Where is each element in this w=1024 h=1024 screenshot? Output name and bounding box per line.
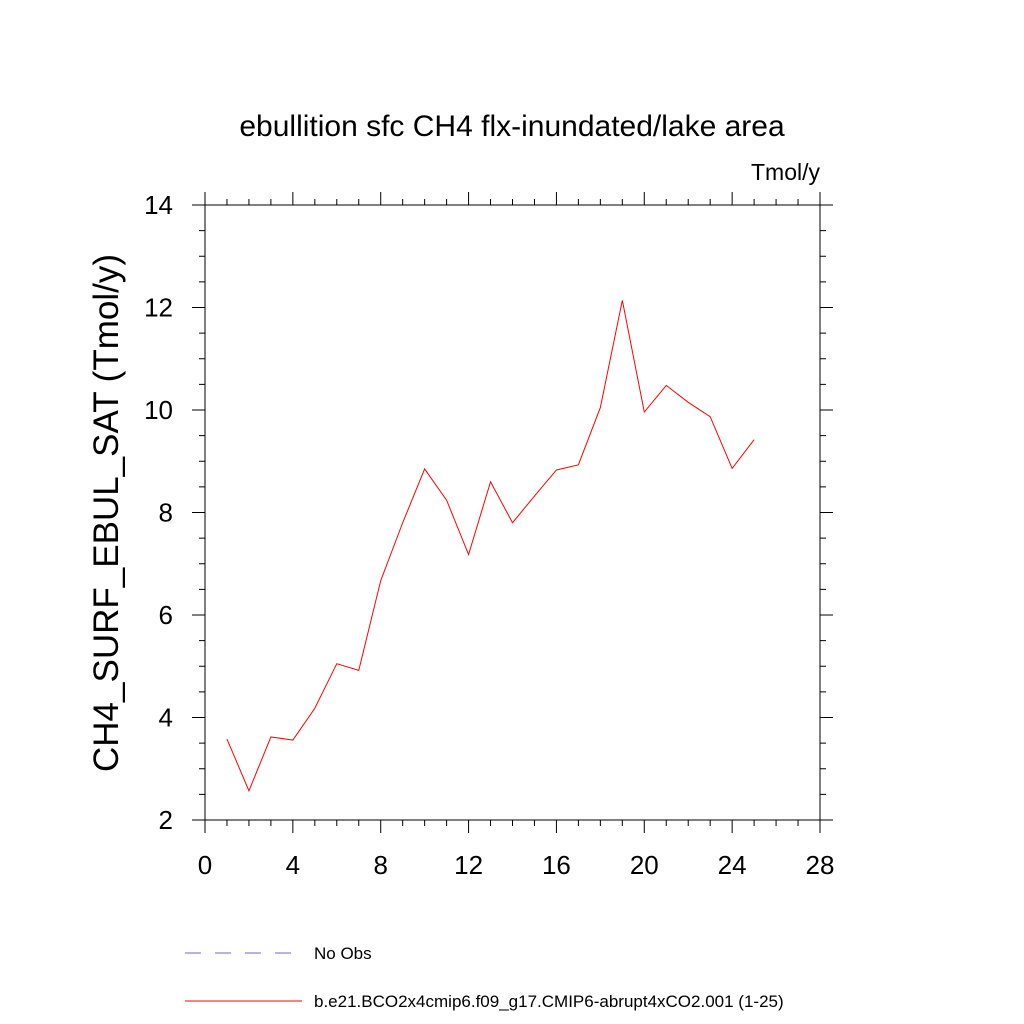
series-point <box>578 464 579 465</box>
legend-label-no-obs: No Obs <box>314 944 372 963</box>
series-point <box>644 412 645 413</box>
chart-title: ebullition sfc CH4 flx-inundated/lake ar… <box>239 110 785 143</box>
x-tick-label: 24 <box>718 850 747 880</box>
series-point <box>270 736 271 737</box>
series-point <box>534 496 535 497</box>
series-point <box>556 469 557 470</box>
series-point <box>424 468 425 469</box>
y-tick-label: 12 <box>144 293 173 323</box>
series-point <box>710 416 711 417</box>
series-point <box>468 554 469 555</box>
series-point <box>622 300 623 301</box>
series-point <box>512 522 513 523</box>
series-point <box>380 580 381 581</box>
y-tick-label: 2 <box>159 805 173 835</box>
minor-ticks <box>199 199 826 826</box>
y-axis-label: CH4_SURF_EBUL_SAT (Tmol/y) <box>87 254 126 772</box>
series-layer <box>226 300 755 793</box>
y-tick-label: 8 <box>159 498 173 528</box>
x-tick-label: 4 <box>286 850 300 880</box>
x-tick-label: 16 <box>542 850 571 880</box>
legend-label-model-run: b.e21.BCO2x4cmip6.f09_g17.CMIP6-abrupt4x… <box>314 992 784 1011</box>
series-point <box>402 522 403 523</box>
series-point <box>336 663 337 664</box>
y-tick-label: 14 <box>144 190 173 220</box>
series-point <box>292 740 293 741</box>
x-tick-labels: 0 4 8 12 16 20 24 28 <box>198 850 835 880</box>
series-line-1 <box>226 300 755 793</box>
x-tick-label: 28 <box>806 850 835 880</box>
series-point <box>600 407 601 408</box>
series-point <box>446 500 447 501</box>
series-point <box>226 739 227 740</box>
y-tick-label: 6 <box>159 600 173 630</box>
x-tick-label: 8 <box>373 850 387 880</box>
x-tick-label: 0 <box>198 850 212 880</box>
x-tick-label: 12 <box>454 850 483 880</box>
y-tick-label: 4 <box>159 703 173 733</box>
series-point <box>358 670 359 671</box>
series-point <box>666 385 667 386</box>
legend: No Obs b.e21.BCO2x4cmip6.f09_g17.CMIP6-a… <box>185 944 784 1011</box>
major-ticks <box>192 192 833 833</box>
y-tick-labels: 2 4 6 8 10 12 14 <box>144 190 173 835</box>
series-point <box>732 468 733 469</box>
y-tick-label: 10 <box>144 395 173 425</box>
x-tick-label: 20 <box>630 850 659 880</box>
series-point <box>754 439 755 440</box>
units-label: Tmol/y <box>751 159 821 185</box>
series-point <box>490 481 491 482</box>
plot-frame <box>204 204 821 821</box>
series-point <box>688 402 689 403</box>
series-point <box>314 708 315 709</box>
series-point <box>248 790 249 791</box>
